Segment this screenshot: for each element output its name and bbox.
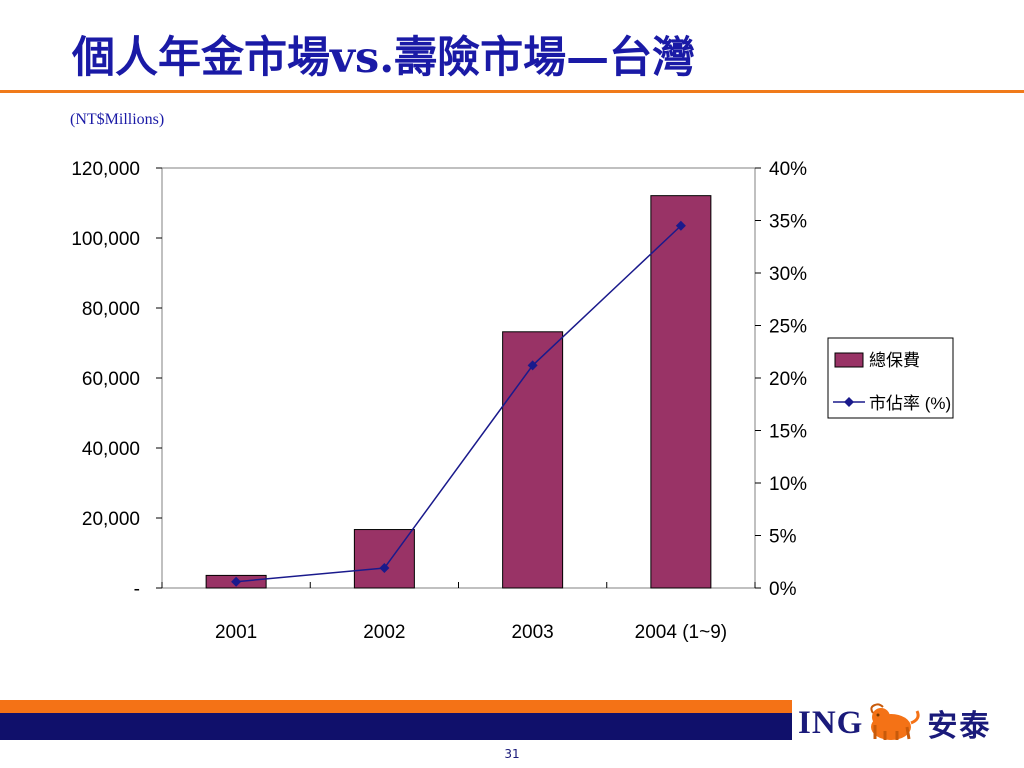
left-tick-label: 60,000 <box>82 369 140 390</box>
footer-orange-band <box>0 700 792 713</box>
line-point <box>675 220 686 231</box>
lion-icon <box>870 703 920 740</box>
bar-series <box>205 195 712 589</box>
right-tick-label: 25% <box>769 317 807 338</box>
legend-line-marker <box>844 397 854 407</box>
right-tick-label: 35% <box>769 212 807 233</box>
line-point <box>527 360 538 371</box>
left-tick-label: 80,000 <box>82 299 140 320</box>
share-line <box>236 225 682 583</box>
x-axis: 2001 2002 2003 2004 (1~9) <box>161 582 756 643</box>
bar <box>502 331 564 589</box>
right-tick-label: 0% <box>769 579 797 600</box>
x-tick-label: 2002 <box>363 622 405 643</box>
page-number: 31 <box>504 747 520 761</box>
title-divider <box>0 90 1024 93</box>
line-series <box>231 220 686 587</box>
x-tick-label: 2001 <box>215 622 257 643</box>
left-tick-label: 100,000 <box>71 229 140 250</box>
brand-logo: ING 安泰 <box>798 700 991 746</box>
right-y-axis: 0% 5% 10% 15% 20% 25% 30% 35% 40% <box>755 159 807 600</box>
left-y-axis: - 20,000 40,000 60,000 80,000 100,000 120,000 <box>71 159 162 600</box>
x-tick-label: 2003 <box>511 622 553 643</box>
left-tick-label: - <box>134 579 140 600</box>
bar <box>650 195 712 589</box>
left-tick-label: 40,000 <box>82 439 140 460</box>
left-tick-label: 20,000 <box>82 509 140 530</box>
right-tick-label: 15% <box>769 422 807 443</box>
right-tick-label: 30% <box>769 264 807 285</box>
slide-title: 個人年金市場vs.壽險市場—台灣 <box>72 33 696 83</box>
legend-bar-swatch <box>834 352 864 368</box>
right-tick-label: 10% <box>769 474 807 495</box>
brand-name-cn: 安泰 <box>927 709 992 744</box>
line-point <box>379 563 390 574</box>
right-tick-label: 20% <box>769 369 807 390</box>
legend-label: 總保費 <box>869 351 920 370</box>
right-tick-label: 5% <box>769 527 797 548</box>
legend-label: 市佔率 (%) <box>869 394 951 413</box>
line-point <box>231 576 242 587</box>
x-tick-label: 2004 (1~9) <box>635 622 727 643</box>
right-tick-label: 40% <box>769 159 807 180</box>
brand-name-en: ING <box>798 704 864 741</box>
footer-navy-band <box>0 713 792 740</box>
bar <box>353 529 415 589</box>
unit-note: (NT$Millions) <box>70 111 165 128</box>
combo-chart: -20,00040,00060,00080,000100,000120,000 … <box>71 159 954 643</box>
left-tick-label: 120,000 <box>71 159 140 180</box>
